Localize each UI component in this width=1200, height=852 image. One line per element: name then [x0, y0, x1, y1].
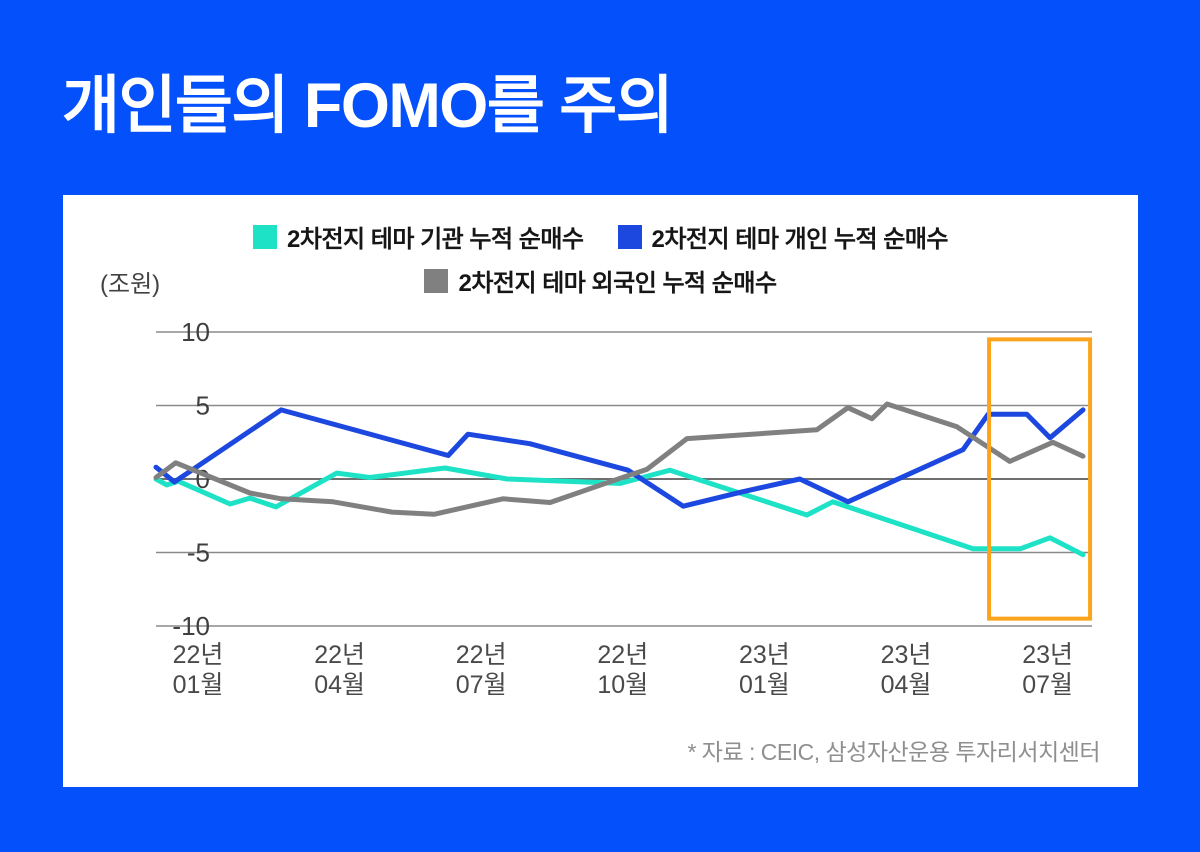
institution-series-swatch-icon: [253, 224, 278, 249]
x-tick-label: 22년 01월: [173, 641, 224, 699]
legend-item-individual: 2차전지 테마 개인 누적 순매수: [617, 219, 949, 254]
chart-legend: 2차전지 테마 기관 누적 순매수 2차전지 테마 개인 누적 순매수 2차전지…: [63, 219, 1138, 298]
x-tick-label: 23년 07월: [1022, 641, 1073, 699]
y-tick-label: -5: [187, 538, 210, 568]
highlight-box: [987, 337, 1093, 621]
series-line-0: [153, 465, 1086, 558]
legend-item-label: 2차전지 테마 외국인 누적 순매수: [458, 270, 777, 297]
x-tick-label: 22년 10월: [597, 641, 648, 699]
legend-item-institution: 2차전지 테마 기관 누적 순매수: [253, 219, 584, 254]
x-tick-label: 23년 01월: [739, 641, 790, 699]
individual-series-swatch-icon: [617, 224, 642, 249]
x-tick-label: 22년 07월: [456, 641, 507, 699]
chart-card: (조원) 10 5 0 -5 -10 22년 01월 22년 04월 22년 07월 22년 10월 23년…: [63, 195, 1138, 787]
legend-item-label: 2차전지 테마 개인 누적 순매수: [651, 226, 949, 253]
x-tick-label: 23년 04월: [881, 641, 932, 699]
series-line-1: [153, 407, 1086, 509]
legend-item-foreigner: 2차전지 테마 외국인 누적 순매수: [424, 263, 777, 298]
legend-item-label: 2차전지 테마 기관 누적 순매수: [287, 226, 584, 253]
foreigner-series-swatch-icon: [424, 268, 449, 293]
x-tick-label: 22년 04월: [314, 641, 365, 699]
y-tick-label: 10: [181, 317, 210, 347]
legend-row-1: 2차전지 테마 기관 누적 순매수 2차전지 테마 개인 누적 순매수: [253, 219, 948, 254]
y-axis-unit-label: (조원): [100, 271, 160, 298]
y-tick-label: -10: [172, 611, 210, 641]
y-tick-label: 5: [196, 391, 210, 421]
legend-row-2: 2차전지 테마 외국인 누적 순매수: [424, 263, 777, 298]
series-line-2: [153, 401, 1086, 517]
page-title: 개인들의 FOMO를 주의: [62, 71, 674, 141]
source-note: * 자료 : CEIC, 삼성자산운용 투자리서치센터: [687, 739, 1100, 765]
